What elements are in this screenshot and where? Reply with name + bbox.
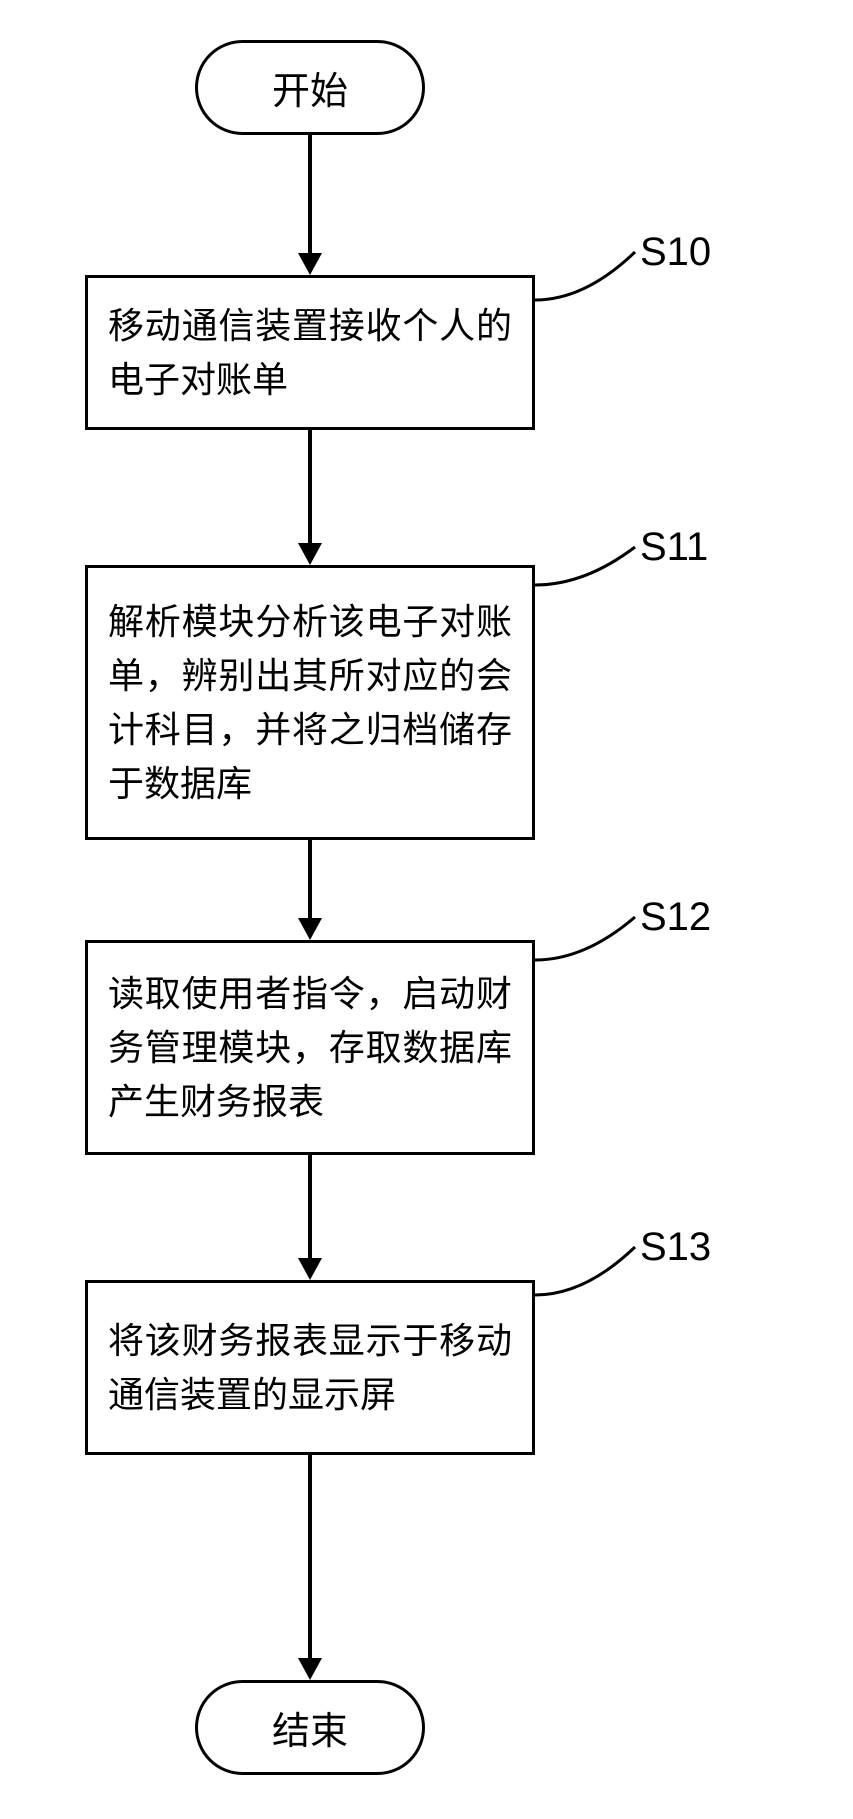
arrow-head-2 — [298, 543, 322, 565]
flowchart-container: 开始 移动通信装置接收个人的电子对账单 S10 解析模块分析该电子对账单，辨别出… — [0, 0, 853, 1819]
step-label-s11: S11 — [640, 525, 708, 570]
step-label-s10: S10 — [640, 230, 711, 275]
connector-s13 — [535, 1235, 645, 1305]
arrow-head-1 — [298, 253, 322, 275]
start-label: 开始 — [272, 60, 348, 115]
process-text-s11: 解析模块分析该电子对账单，辨别出其所对应的会计科目，并将之归档储存于数据库 — [108, 595, 512, 811]
end-terminal: 结束 — [195, 1680, 425, 1775]
end-label: 结束 — [272, 1700, 348, 1755]
arrow-line-2 — [308, 430, 312, 545]
arrow-line-5 — [308, 1455, 312, 1660]
arrow-line-1 — [308, 135, 312, 255]
arrow-head-3 — [298, 918, 322, 940]
process-box-s12: 读取使用者指令，启动财务管理模块，存取数据库产生财务报表 — [85, 940, 535, 1155]
process-box-s13: 将该财务报表显示于移动通信装置的显示屏 — [85, 1280, 535, 1455]
arrow-line-4 — [308, 1155, 312, 1260]
process-text-s12: 读取使用者指令，启动财务管理模块，存取数据库产生财务报表 — [108, 967, 512, 1129]
step-label-s13: S13 — [640, 1225, 711, 1270]
connector-s10 — [535, 240, 645, 310]
connector-s12 — [535, 905, 645, 970]
connector-s11 — [535, 535, 645, 595]
arrow-line-3 — [308, 840, 312, 920]
start-terminal: 开始 — [195, 40, 425, 135]
arrow-head-5 — [298, 1658, 322, 1680]
process-text-s13: 将该财务报表显示于移动通信装置的显示屏 — [108, 1314, 512, 1422]
step-label-s12: S12 — [640, 895, 711, 940]
process-text-s10: 移动通信装置接收个人的电子对账单 — [108, 299, 512, 407]
process-box-s10: 移动通信装置接收个人的电子对账单 — [85, 275, 535, 430]
process-box-s11: 解析模块分析该电子对账单，辨别出其所对应的会计科目，并将之归档储存于数据库 — [85, 565, 535, 840]
arrow-head-4 — [298, 1258, 322, 1280]
